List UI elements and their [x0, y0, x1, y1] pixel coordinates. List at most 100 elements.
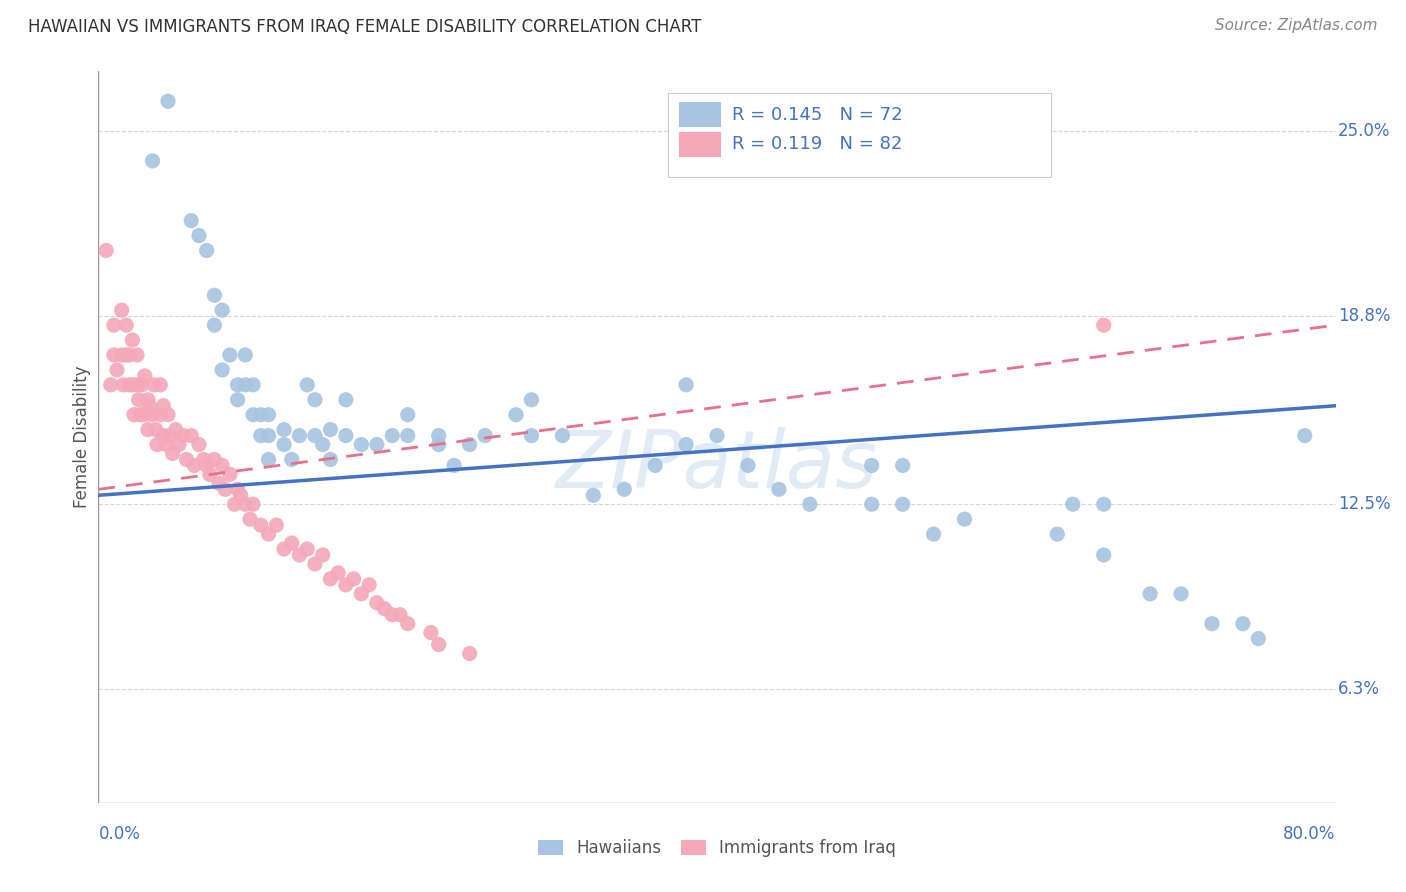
Point	[183, 458, 205, 473]
Point	[211, 303, 233, 318]
Point	[427, 638, 450, 652]
Point	[180, 428, 202, 442]
Point	[128, 392, 150, 407]
Point	[250, 518, 273, 533]
Point	[96, 244, 118, 258]
Point	[242, 408, 264, 422]
Point	[1247, 632, 1270, 646]
Point	[257, 527, 280, 541]
Point	[737, 458, 759, 473]
Point	[198, 467, 221, 482]
Point	[122, 408, 145, 422]
Text: 12.5%: 12.5%	[1339, 495, 1391, 513]
Point	[257, 428, 280, 442]
Point	[157, 408, 180, 422]
Point	[162, 446, 184, 460]
Point	[288, 548, 311, 562]
Point	[443, 458, 465, 473]
Point	[152, 399, 174, 413]
Point	[675, 377, 697, 392]
Point	[675, 437, 697, 451]
Point	[112, 377, 135, 392]
Point	[204, 318, 226, 332]
Point	[1232, 616, 1254, 631]
Point	[891, 497, 914, 511]
Point	[768, 483, 790, 497]
Point	[953, 512, 976, 526]
Point	[118, 377, 141, 392]
Point	[146, 437, 169, 451]
Point	[297, 542, 319, 557]
Point	[326, 566, 350, 580]
Point	[155, 437, 177, 451]
Point	[257, 452, 280, 467]
Point	[458, 437, 481, 451]
Point	[922, 527, 945, 541]
Text: ZIPatlas: ZIPatlas	[555, 427, 879, 506]
Point	[1139, 587, 1161, 601]
Point	[1294, 428, 1316, 442]
Point	[350, 437, 373, 451]
Point	[551, 428, 574, 442]
Point	[233, 348, 257, 362]
Point	[180, 213, 202, 227]
Text: HAWAIIAN VS IMMIGRANTS FROM IRAQ FEMALE DISABILITY CORRELATION CHART: HAWAIIAN VS IMMIGRANTS FROM IRAQ FEMALE …	[28, 18, 702, 36]
Text: R = 0.119   N = 82: R = 0.119 N = 82	[733, 136, 903, 153]
Point	[273, 423, 295, 437]
Text: 18.8%: 18.8%	[1339, 307, 1391, 326]
Point	[860, 458, 883, 473]
Point	[204, 452, 226, 467]
Point	[141, 153, 165, 168]
Point	[224, 497, 246, 511]
Point	[103, 318, 125, 332]
Point	[312, 548, 335, 562]
Point	[520, 428, 543, 442]
Point	[188, 228, 211, 243]
Point	[129, 408, 152, 422]
Point	[219, 348, 242, 362]
Point	[152, 428, 174, 442]
Point	[127, 377, 149, 392]
Point	[458, 647, 481, 661]
Point	[195, 458, 218, 473]
Text: 25.0%: 25.0%	[1339, 122, 1391, 140]
Point	[195, 244, 218, 258]
Point	[105, 363, 128, 377]
Point	[474, 428, 496, 442]
Point	[1170, 587, 1192, 601]
Text: Source: ZipAtlas.com: Source: ZipAtlas.com	[1215, 18, 1378, 33]
Point	[1046, 527, 1069, 541]
Point	[520, 392, 543, 407]
Point	[165, 423, 187, 437]
Point	[257, 408, 280, 422]
Point	[860, 497, 883, 511]
Point	[288, 428, 311, 442]
Point	[304, 392, 326, 407]
Point	[366, 437, 388, 451]
Point	[176, 452, 198, 467]
Point	[250, 408, 273, 422]
Point	[343, 572, 366, 586]
Point	[304, 557, 326, 571]
Point	[226, 392, 249, 407]
Point	[335, 428, 357, 442]
Point	[419, 625, 441, 640]
Point	[319, 572, 342, 586]
Point	[138, 399, 160, 413]
Point	[121, 377, 143, 392]
Point	[157, 94, 180, 108]
Point	[100, 377, 122, 392]
Point	[381, 607, 404, 622]
Point	[143, 377, 166, 392]
Point	[193, 452, 215, 467]
Point	[242, 377, 264, 392]
Point	[319, 452, 342, 467]
Point	[304, 428, 326, 442]
Point	[297, 377, 319, 392]
Point	[141, 408, 165, 422]
Point	[1092, 318, 1115, 332]
Point	[357, 578, 380, 592]
Point	[149, 377, 172, 392]
Point	[131, 377, 153, 392]
Point	[115, 318, 138, 332]
